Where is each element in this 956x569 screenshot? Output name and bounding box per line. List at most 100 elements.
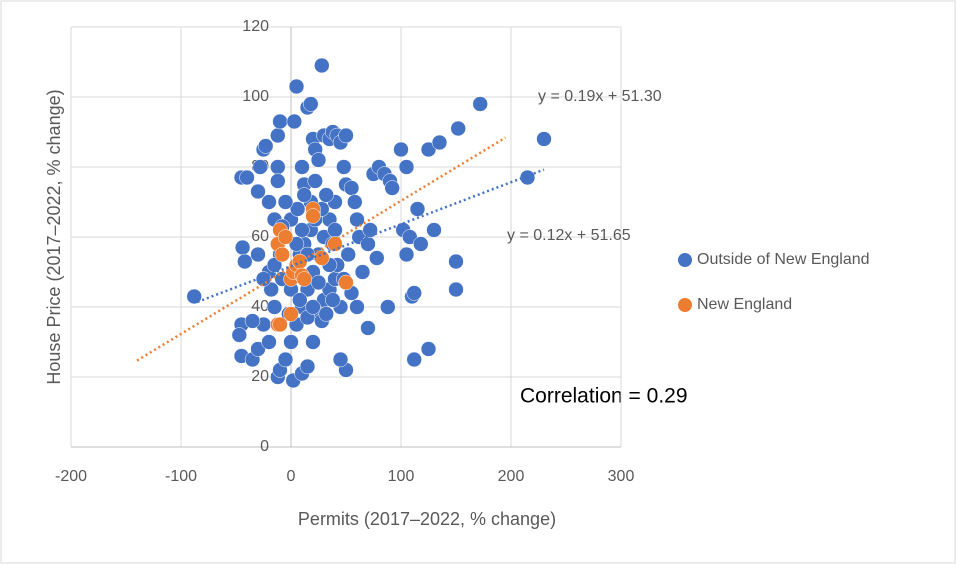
data-point bbox=[294, 159, 310, 175]
data-point bbox=[336, 159, 352, 175]
data-point bbox=[420, 341, 437, 357]
data-point bbox=[237, 253, 253, 270]
data-point bbox=[257, 138, 274, 154]
data-point bbox=[420, 141, 437, 158]
data-point bbox=[343, 180, 360, 196]
data-point bbox=[519, 169, 536, 186]
data-point bbox=[261, 334, 277, 350]
data-point bbox=[402, 229, 418, 245]
data-point bbox=[305, 299, 321, 315]
legend-marker bbox=[678, 298, 692, 312]
data-point bbox=[296, 187, 312, 203]
data-point bbox=[266, 299, 283, 315]
x-tick-label: 200 bbox=[498, 468, 525, 485]
data-point bbox=[270, 159, 286, 175]
data-point bbox=[369, 250, 385, 266]
data-point bbox=[327, 222, 343, 238]
legend-marker bbox=[678, 253, 692, 267]
x-axis-title: Permits (2017–2022, % change) bbox=[298, 509, 556, 529]
data-point bbox=[448, 281, 464, 298]
data-point bbox=[450, 120, 466, 137]
legend-label: New England bbox=[697, 296, 792, 313]
data-point bbox=[314, 57, 330, 74]
data-point bbox=[349, 211, 365, 228]
data-point bbox=[303, 96, 319, 112]
trendline bbox=[197, 168, 545, 304]
x-tick-label: 300 bbox=[608, 468, 635, 485]
data-point bbox=[270, 173, 286, 189]
data-point bbox=[231, 327, 248, 343]
data-point bbox=[299, 358, 316, 375]
y-tick-label: 120 bbox=[242, 18, 269, 35]
data-point bbox=[186, 288, 202, 305]
data-point bbox=[406, 285, 422, 301]
data-point bbox=[398, 246, 415, 263]
y-tick-label: 20 bbox=[251, 368, 269, 385]
data-point bbox=[332, 351, 349, 368]
data-point bbox=[288, 78, 305, 95]
data-point bbox=[360, 320, 376, 336]
data-point bbox=[307, 173, 323, 189]
y-tick-label: 40 bbox=[251, 298, 269, 315]
data-point bbox=[239, 169, 255, 186]
y-tick-label: 100 bbox=[242, 88, 269, 105]
data-point bbox=[340, 246, 356, 263]
data-point bbox=[310, 274, 327, 291]
data-point bbox=[277, 351, 294, 368]
data-point bbox=[261, 194, 277, 210]
data-point bbox=[234, 239, 251, 256]
data-point bbox=[431, 134, 448, 151]
data-point bbox=[338, 127, 354, 144]
data-point bbox=[263, 281, 279, 298]
data-point bbox=[272, 316, 288, 333]
data-point bbox=[354, 264, 371, 280]
data-point bbox=[347, 194, 363, 210]
data-point bbox=[305, 208, 321, 224]
trendline-label: y = 0.12x + 51.65 bbox=[507, 227, 631, 244]
data-point bbox=[314, 250, 330, 266]
data-point bbox=[362, 222, 378, 238]
data-point bbox=[277, 194, 294, 210]
data-point bbox=[536, 131, 552, 147]
x-tick-label: -200 bbox=[55, 468, 87, 485]
data-point bbox=[380, 299, 396, 315]
legend-label: Outside of New England bbox=[697, 251, 870, 268]
data-point bbox=[310, 152, 327, 168]
data-point bbox=[398, 159, 415, 175]
correlation-note: Correlation = 0.29 bbox=[520, 385, 688, 408]
x-tick-label: 0 bbox=[287, 468, 296, 485]
data-point bbox=[294, 222, 310, 238]
data-point bbox=[283, 334, 299, 350]
data-point bbox=[289, 201, 306, 217]
data-point bbox=[288, 236, 305, 252]
data-point bbox=[393, 141, 409, 158]
data-point bbox=[250, 341, 266, 357]
data-point bbox=[252, 159, 268, 175]
data-point bbox=[272, 113, 288, 130]
data-point bbox=[266, 257, 283, 273]
data-point bbox=[250, 183, 266, 200]
data-point bbox=[305, 334, 321, 350]
data-point bbox=[409, 201, 426, 217]
data-point bbox=[286, 113, 303, 130]
data-point bbox=[270, 127, 286, 144]
data-point bbox=[274, 246, 290, 263]
x-tick-label: -100 bbox=[165, 468, 197, 485]
data-point bbox=[448, 253, 464, 270]
data-point bbox=[338, 274, 354, 291]
x-tick-label: 100 bbox=[388, 468, 415, 485]
trendline-label: y = 0.19x + 51.30 bbox=[538, 88, 662, 105]
data-point bbox=[413, 236, 429, 252]
y-axis-title: House Price (2017–2022, % change) bbox=[44, 89, 64, 384]
data-point bbox=[406, 351, 422, 368]
data-point bbox=[283, 306, 299, 322]
data-point bbox=[292, 292, 308, 308]
data-point bbox=[318, 187, 334, 203]
y-tick-label: 0 bbox=[260, 438, 269, 455]
data-point bbox=[426, 222, 442, 238]
data-point bbox=[244, 313, 261, 329]
y-tick-label: 60 bbox=[251, 228, 269, 245]
data-point bbox=[318, 306, 334, 322]
data-point bbox=[384, 180, 400, 196]
